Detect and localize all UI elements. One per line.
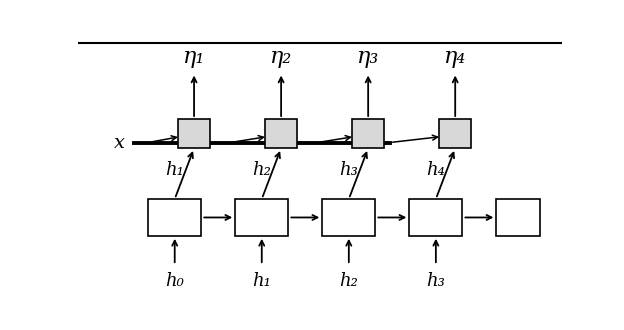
Text: η₂: η₂ <box>270 47 292 68</box>
Text: h₂: h₂ <box>252 161 271 180</box>
Text: h₁: h₁ <box>165 161 184 180</box>
Text: h₃: h₃ <box>426 272 446 290</box>
Text: h₃: h₃ <box>339 161 358 180</box>
Bar <box>409 199 462 236</box>
Bar <box>265 119 297 148</box>
Bar <box>178 119 210 148</box>
Text: η₃: η₃ <box>357 47 379 68</box>
Bar <box>148 199 202 236</box>
Text: x: x <box>114 134 125 151</box>
Text: h₄: h₄ <box>426 161 446 180</box>
Bar <box>439 119 471 148</box>
Text: h₂: h₂ <box>339 272 358 290</box>
Text: η₄: η₄ <box>444 47 466 68</box>
Text: h₁: h₁ <box>252 272 271 290</box>
Text: h₀: h₀ <box>165 272 184 290</box>
Bar <box>235 199 288 236</box>
Bar <box>353 119 384 148</box>
Bar <box>496 199 540 236</box>
Text: η₁: η₁ <box>183 47 205 68</box>
Bar <box>322 199 376 236</box>
